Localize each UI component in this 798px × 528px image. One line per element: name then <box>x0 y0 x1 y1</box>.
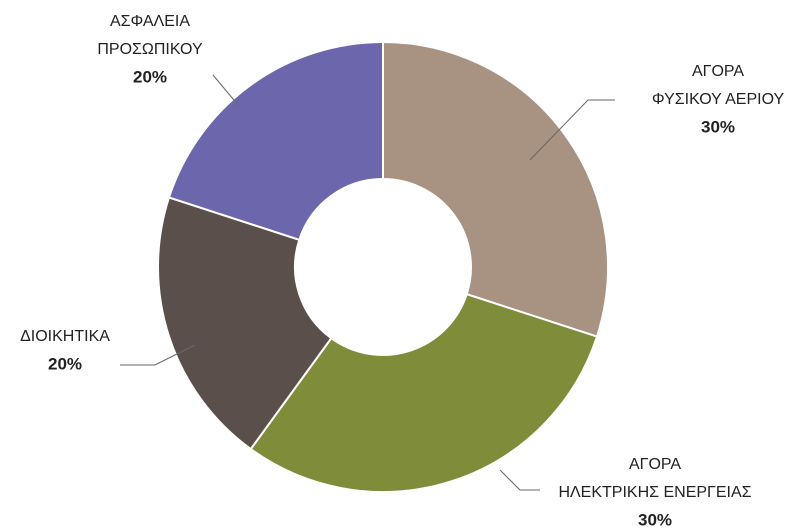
slice-label: ΗΛΕΚΤΡΙΚΗΣ ΕΝΕΡΓΕΙΑΣ <box>558 484 751 501</box>
slice-label: ΑΓΟΡΑ <box>629 456 681 473</box>
slice-label: ΑΓΟΡΑ <box>692 63 744 80</box>
donut-slice <box>249 292 599 493</box>
leader-line <box>529 99 615 161</box>
value-label: 20% <box>133 67 167 86</box>
value-label: 30% <box>701 117 735 136</box>
value-label: 20% <box>48 354 82 373</box>
leader-line <box>212 74 239 106</box>
slice-label: ΠΡΟΣΩΠΙΚΟΥ <box>97 41 203 58</box>
slice-label: ΔΙΟΙΚΗΤΙΚΑ <box>20 328 110 345</box>
slice-label: ΑΣΦΑΛΕΙΑ <box>110 13 190 30</box>
donut-slice <box>382 40 609 338</box>
donut-slice <box>157 196 333 451</box>
slice-label: ΦΥΣΙΚΟΥ ΑΕΡΙΟΥ <box>652 91 785 108</box>
value-label: 30% <box>638 510 672 528</box>
leader-line <box>499 469 540 491</box>
donut-slice <box>167 40 384 242</box>
leader-line <box>120 344 196 366</box>
